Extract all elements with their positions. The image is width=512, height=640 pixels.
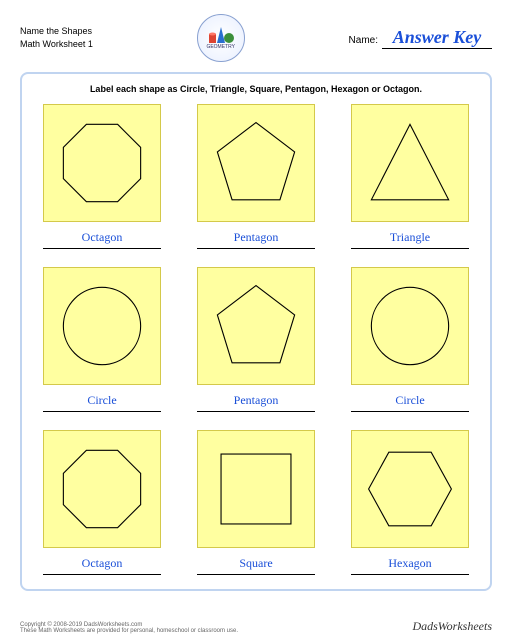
answer-text: Octagon [82, 230, 123, 244]
shape-cell: Octagon [36, 430, 168, 575]
name-block: Name: Answer Key [349, 27, 492, 49]
pentagon-tile [197, 267, 315, 385]
worksheet-page: Name the Shapes Math Worksheet 1 GEOMETR… [0, 0, 512, 640]
main-frame: Label each shape as Circle, Triangle, Sq… [20, 72, 492, 591]
pentagon-tile [197, 104, 315, 222]
answer-text: Pentagon [234, 393, 279, 407]
shape-cell: Pentagon [190, 267, 322, 412]
name-label: Name: [349, 35, 378, 46]
answer-line[interactable]: Triangle [351, 228, 469, 249]
header: Name the Shapes Math Worksheet 1 GEOMETR… [20, 12, 492, 64]
octagon-tile [43, 430, 161, 548]
circle-tile [43, 267, 161, 385]
answer-line[interactable]: Circle [351, 391, 469, 412]
answer-text: Circle [395, 393, 424, 407]
answer-line[interactable]: Hexagon [351, 554, 469, 575]
shape-cell: Circle [36, 267, 168, 412]
hexagon-tile [351, 430, 469, 548]
shapes-grid: Octagon Pentagon Triangle Circle Pentagon Cir… [36, 104, 476, 575]
answer-line[interactable]: Square [197, 554, 315, 575]
name-value: Answer Key [393, 27, 482, 47]
answer-text: Octagon [82, 556, 123, 570]
worksheet-title: Name the Shapes [20, 25, 93, 38]
footer-left: Copyright © 2008-2019 DadsWorksheets.com… [20, 622, 238, 634]
answer-text: Triangle [390, 230, 430, 244]
answer-line[interactable]: Circle [43, 391, 161, 412]
answer-line[interactable]: Pentagon [197, 228, 315, 249]
octagon-tile [43, 104, 161, 222]
answer-text: Pentagon [234, 230, 279, 244]
answer-line[interactable]: Octagon [43, 554, 161, 575]
footer-brand: DadsWorksheets [412, 619, 492, 634]
shape-cell: Pentagon [190, 104, 322, 249]
triangle-tile [351, 104, 469, 222]
square-tile [197, 430, 315, 548]
title-block: Name the Shapes Math Worksheet 1 [20, 25, 93, 50]
logo-wrap: GEOMETRY [93, 14, 349, 62]
shape-cell: Square [190, 430, 322, 575]
answer-text: Hexagon [388, 556, 431, 570]
geometry-logo-icon: GEOMETRY [197, 14, 245, 62]
shape-cell: Octagon [36, 104, 168, 249]
instructions: Label each shape as Circle, Triangle, Sq… [36, 84, 476, 94]
shape-cell: Triangle [344, 104, 476, 249]
answer-text: Square [239, 556, 272, 570]
answer-line[interactable]: Octagon [43, 228, 161, 249]
logo-label: GEOMETRY [206, 44, 235, 50]
footer-note: These Math Worksheets are provided for p… [20, 628, 238, 634]
shape-cell: Circle [344, 267, 476, 412]
worksheet-subtitle: Math Worksheet 1 [20, 38, 93, 51]
name-field[interactable]: Answer Key [382, 27, 492, 49]
answer-text: Circle [87, 393, 116, 407]
footer: Copyright © 2008-2019 DadsWorksheets.com… [20, 619, 492, 634]
answer-line[interactable]: Pentagon [197, 391, 315, 412]
shape-cell: Hexagon [344, 430, 476, 575]
circle-tile [351, 267, 469, 385]
